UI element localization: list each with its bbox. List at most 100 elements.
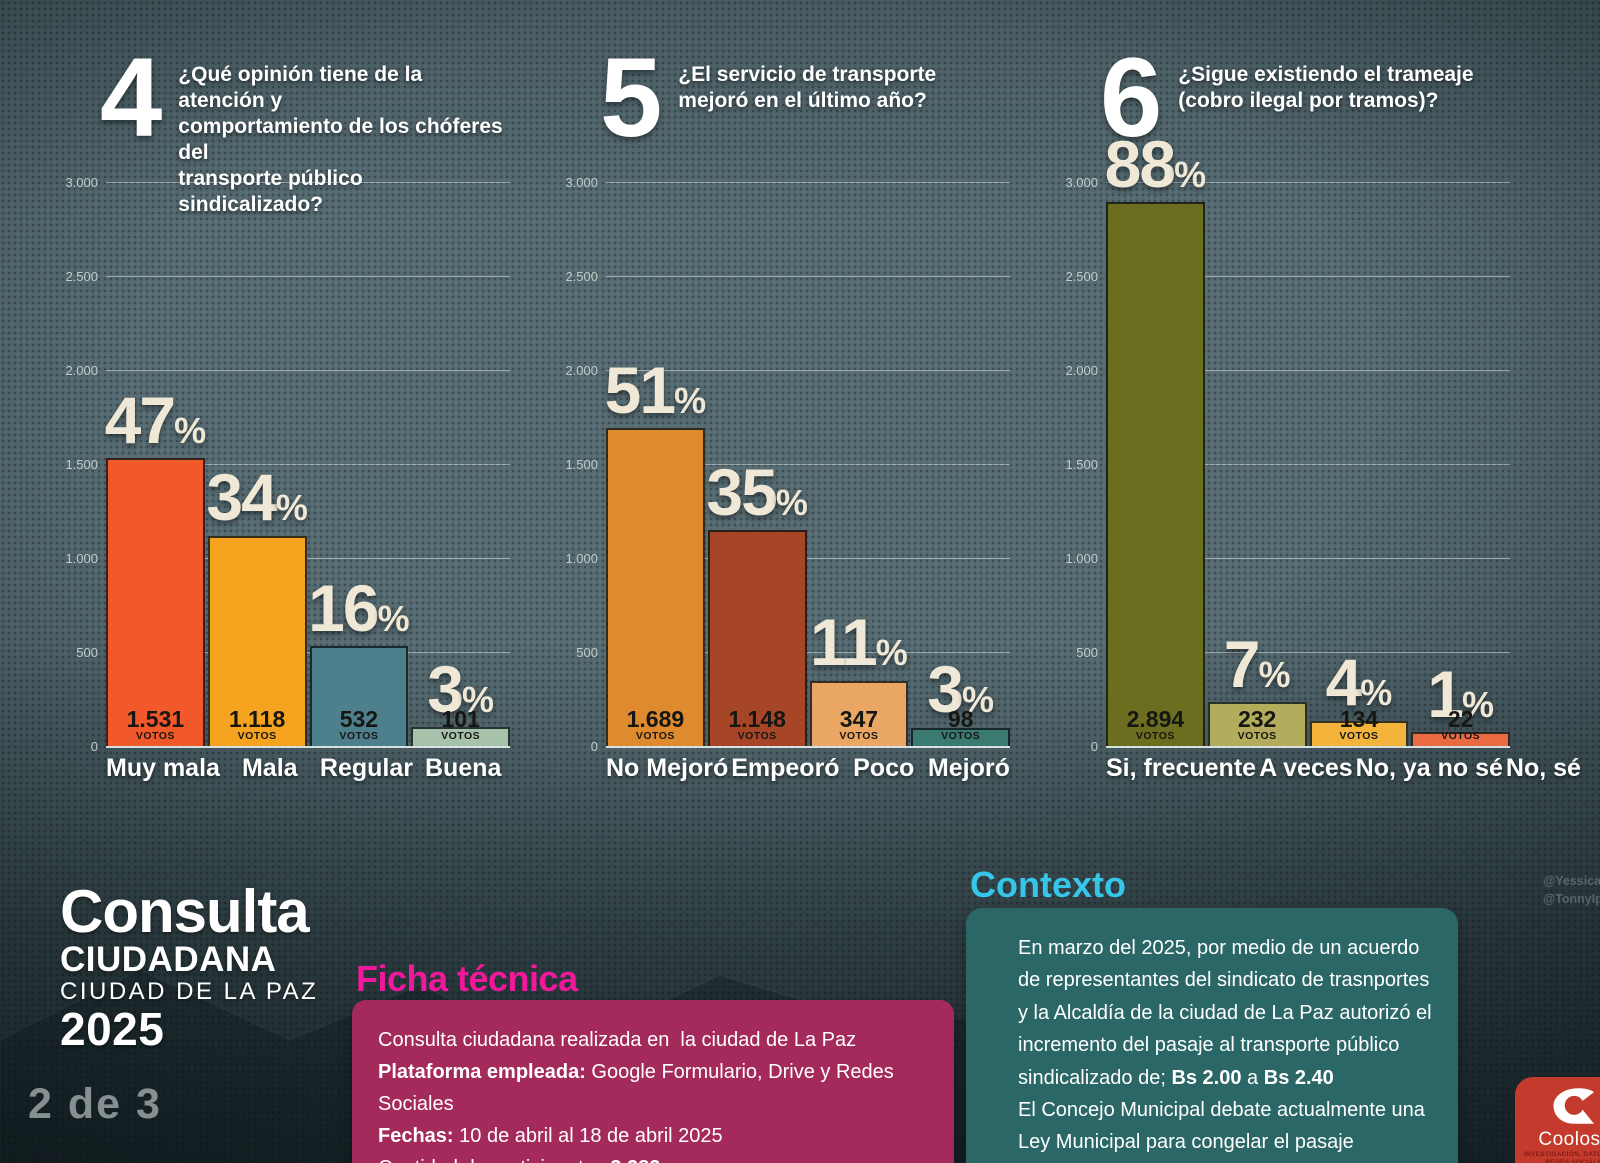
gridline-rule (1106, 746, 1510, 748)
text: a (1241, 1066, 1264, 1089)
bar-column: 4% 134 VOTOS (1309, 182, 1409, 746)
y-tick-label: 3.000 (565, 175, 598, 190)
brand-block: Consulta CIUDADANA CIUDAD DE LA PAZ 2025 (60, 878, 319, 1056)
coolosa-logo-icon (1553, 1088, 1594, 1124)
votes-label: 1.118 VOTOS (202, 707, 313, 743)
votes-label: 1.148 VOTOS (702, 707, 813, 743)
percent-sign: % (961, 679, 994, 721)
y-tick-label: 3.000 (1065, 175, 1098, 190)
votes-unit: VOTOS (635, 730, 675, 743)
votes-value: 134 (1339, 706, 1379, 733)
percent-sign: % (775, 481, 808, 523)
bar-column: 16% 532 VOTOS (308, 182, 410, 746)
gridline-rule (106, 276, 510, 277)
percent-label: 3% (927, 656, 994, 722)
bar (911, 727, 1010, 746)
percent-sign: % (1174, 153, 1207, 195)
percent-value: 11 (809, 605, 878, 680)
gridline-rule (606, 464, 1010, 465)
percent-value: 3 (927, 652, 964, 727)
bar-chart: 4 ¿Qué opinión tiene de la atención y co… (60, 42, 512, 812)
brand-year: 2025 (60, 1003, 165, 1056)
plot-area: 0 500 1.000 1.500 2.000 2.500 3.000 88% 2.894 VO… (1060, 131, 1512, 754)
watermark-handle: @YessicaPomaT (1543, 874, 1600, 888)
chart-header: 5 ¿El servicio de transporte mejoró en e… (600, 42, 1012, 180)
votes-value: 101 (441, 706, 480, 733)
y-tick-label: 2.000 (65, 363, 98, 378)
gridline-rule (606, 558, 1010, 559)
votes-value: 1.118 (228, 706, 286, 733)
percent-label: 88% (1105, 131, 1207, 197)
gridline-rule (606, 276, 1010, 277)
bar (106, 458, 205, 746)
percent-label: 35% (706, 459, 808, 525)
plot-area: 0 500 1.000 1.500 2.000 2.500 3.000 51% 1.689 VO… (560, 175, 1012, 754)
votes-value: 22 (1447, 706, 1474, 733)
votes-unit: VOTOS (441, 730, 481, 743)
gridline-rule (106, 558, 510, 559)
y-tick-label: 1.000 (565, 551, 598, 566)
votes-label: 532 VOTOS (304, 707, 415, 743)
votes-label: 22 VOTOS (1405, 707, 1516, 743)
gridline-rule (106, 464, 510, 465)
text: El Concejo Municipal debate actualmente … (1018, 1098, 1425, 1154)
ficha-line: Fechas: 10 de abril al 18 de abril 2025 (378, 1120, 940, 1152)
x-axis-label: No, sé (1505, 754, 1581, 782)
gridline-rule (606, 182, 1010, 183)
bar-chart: 6 ¿Sigue existiendo el trameaje (cobro i… (1060, 35, 1581, 812)
percent-sign: % (461, 678, 494, 720)
votes-unit: VOTOS (237, 730, 277, 743)
bar-column: 35% 1.148 VOTOS (706, 182, 808, 746)
bar (1309, 720, 1409, 746)
y-tick-label: 500 (76, 645, 98, 660)
coolosa-tagline: INVESTIGACIÓN, DATOS REDES SOCIALES ABRI… (1515, 1151, 1600, 1163)
percent-value: 51 (604, 353, 676, 428)
bar-column: 7% 232 VOTOS (1207, 182, 1307, 746)
bars-group: 51% 1.689 VOTOS 35% 1.148 VOTOS 11% 347 VOTOS 3% 9… (604, 182, 1010, 746)
gridline-rule (1106, 652, 1510, 653)
ficha-tecnica-panel: Consulta ciudadana realizada en la ciuda… (352, 1000, 954, 1163)
x-axis-label: Mejoró (927, 754, 1010, 782)
gridline-rule (1106, 558, 1510, 559)
bar-column: 1% 22 VOTOS (1411, 182, 1510, 746)
percent-label: 4% (1326, 649, 1393, 715)
percent-value: 3 (427, 651, 464, 726)
y-tick-label: 1.500 (1065, 457, 1098, 472)
chart-header: 4 ¿Qué opinión tiene de la atención y co… (100, 42, 512, 217)
bar-column: 34% 1.118 VOTOS (206, 182, 308, 746)
gridline-rule (1106, 464, 1510, 465)
brand-title: Consulta (60, 878, 310, 945)
percent-label: 47% (105, 387, 206, 453)
bold-text: Plataforma empleada: (378, 1061, 586, 1083)
brand-subtitle: CIUDADANA (60, 940, 277, 979)
percent-label: 3% (427, 656, 494, 722)
percent-value: 88 (1104, 126, 1176, 201)
y-axis: 0 500 1.000 1.500 2.000 2.500 3.000 (560, 175, 1012, 754)
bold-text: 3.282 (610, 1157, 660, 1163)
percent-label: 34% (206, 464, 308, 530)
x-axis-label: No, ya no sé (1355, 754, 1503, 782)
votes-label: 347 VOTOS (804, 707, 915, 743)
votes-unit: VOTOS (839, 730, 879, 743)
bar-column: 3% 101 VOTOS (411, 182, 510, 746)
percent-sign: % (275, 487, 308, 529)
watermark-handle: @TonnyIp (1543, 892, 1600, 907)
gridline-rule (106, 746, 510, 748)
bar-column: 51% 1.689 VOTOS (604, 182, 706, 746)
y-tick-label: 0 (590, 739, 598, 754)
text: Google Formulario, Drive y Redes Sociale… (378, 1061, 900, 1115)
gridline-rule (106, 182, 510, 183)
y-tick-label: 500 (1076, 645, 1098, 660)
y-tick-label: 1.000 (65, 551, 98, 566)
votes-label: 98 VOTOS (905, 707, 1016, 743)
percent-value: 35 (706, 454, 777, 529)
x-axis-label: Mala (241, 754, 298, 782)
votes-value: 1.689 (626, 706, 685, 733)
votes-value: 1.531 (126, 706, 185, 733)
bar (707, 530, 807, 746)
question-number: 6 (1100, 35, 1163, 160)
x-axis-label: Muy mala (106, 754, 220, 782)
brand-city: CIUDAD DE LA PAZ (60, 977, 319, 1005)
gridline-rule (1106, 276, 1510, 277)
x-axis-label: Regular (319, 754, 414, 782)
